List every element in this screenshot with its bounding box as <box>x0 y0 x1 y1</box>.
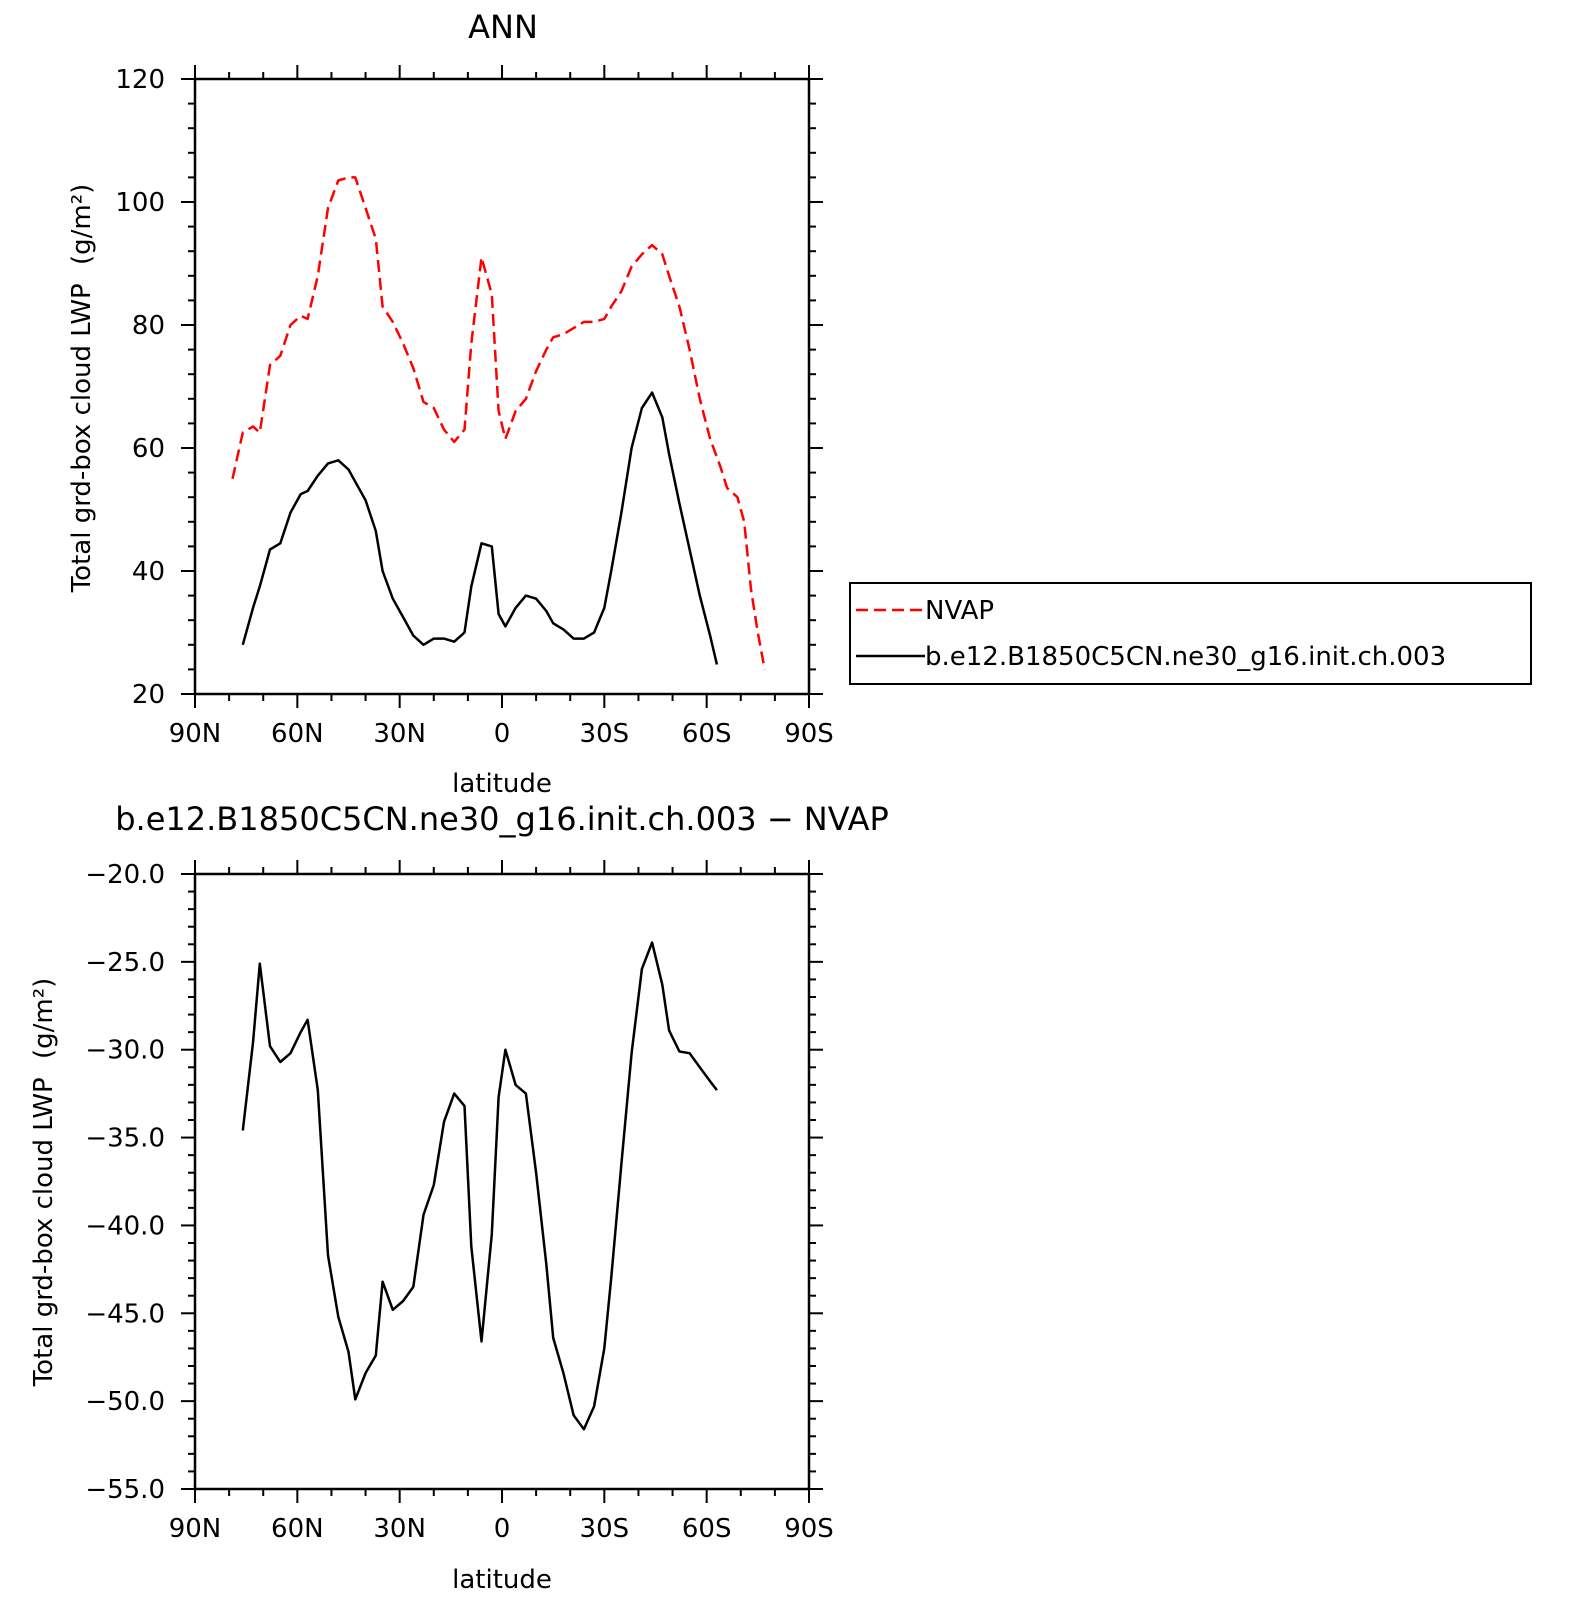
top-x-tick-label: 90S <box>784 719 834 749</box>
top-y-axis-label: Total grd-box cloud LWP (g/m²) <box>67 184 97 594</box>
top-series-lines <box>231 176 766 670</box>
legend: NVAP b.e12.B1850C5CN.ne30_g16.init.ch.00… <box>849 582 1532 685</box>
bottom-y-tick-label: −55.0 <box>85 1475 165 1505</box>
top-y-tick-label: 60 <box>132 434 165 464</box>
bottom-y-axis-label: Total grd-box cloud LWP (g/m²) <box>29 978 59 1388</box>
bottom-y-tick-label: −35.0 <box>85 1124 165 1154</box>
legend-box <box>849 582 1532 685</box>
top-panel: ANN 90N 60N 30N 0 30S 60S 90S 20 40 60 80 100 120 la… <box>67 8 1532 799</box>
top-x-tick-label: 30N <box>373 719 426 749</box>
top-x-tick-label: 30S <box>580 719 630 749</box>
top-y-tick-label: 20 <box>132 680 165 710</box>
top-y-tick-label: 80 <box>132 311 165 341</box>
top-plot-frame <box>193 77 811 696</box>
bottom-chart-title: b.e12.B1850C5CN.ne30_g16.init.ch.003 − N… <box>115 800 889 838</box>
bottom-x-tick-label: 90S <box>784 1514 834 1544</box>
top-y-tick-label: 120 <box>115 65 165 95</box>
top-x-tick-label: 0 <box>494 719 511 749</box>
top-axis-ticks: 90N 60N 30N 0 30S 60S 90S 20 40 60 80 100 120 <box>115 65 834 749</box>
bottom-x-tick-label: 60N <box>271 1514 324 1544</box>
bottom-y-tick-label: −45.0 <box>85 1299 165 1329</box>
bottom-series-line-0 <box>241 941 718 1431</box>
bottom-y-tick-label: −30.0 <box>85 1036 165 1066</box>
bottom-panel: b.e12.B1850C5CN.ne30_g16.init.ch.003 − N… <box>29 800 889 1595</box>
top-x-tick-label: 60S <box>682 719 732 749</box>
top-y-axis-label-name: Total grd-box cloud LWP <box>67 283 97 593</box>
legend-entry-nvap: NVAP <box>925 596 994 626</box>
top-y-tick-label: 100 <box>115 188 165 218</box>
bottom-x-tick-label: 30N <box>373 1514 426 1544</box>
bottom-x-tick-label: 60S <box>682 1514 732 1544</box>
bottom-x-tick-label: 90N <box>169 1514 222 1544</box>
top-y-tick-label: 40 <box>132 557 165 587</box>
top-series-line-0 <box>231 176 766 670</box>
bottom-x-axis-label: latitude <box>452 1565 552 1595</box>
legend-entry-model: b.e12.B1850C5CN.ne30_g16.init.ch.003 <box>925 642 1446 672</box>
bottom-y-axis-label-name: Total grd-box cloud LWP <box>29 1077 59 1387</box>
bottom-plot-frame <box>193 872 811 1491</box>
bottom-y-tick-label: −50.0 <box>85 1387 165 1417</box>
bottom-x-tick-label: 0 <box>494 1514 511 1544</box>
bottom-x-tick-label: 30S <box>580 1514 630 1544</box>
top-x-tick-label: 60N <box>271 719 324 749</box>
top-x-axis-label: latitude <box>452 769 552 799</box>
bottom-y-axis-label-units: (g/m²) <box>29 978 59 1059</box>
bottom-axis-ticks: 90N 60N 30N 0 30S 60S 90S −55.0 −50.0 −45.0 −40.0 −… <box>85 860 834 1544</box>
bottom-series-lines <box>241 941 718 1431</box>
top-x-tick-label: 90N <box>169 719 222 749</box>
bottom-y-tick-label: −25.0 <box>85 948 165 978</box>
bottom-y-tick-label: −40.0 <box>85 1211 165 1241</box>
top-y-axis-label-units: (g/m²) <box>67 184 97 265</box>
bottom-y-tick-label: −20.0 <box>85 860 165 890</box>
top-chart-title: ANN <box>468 8 538 46</box>
top-series-line-1 <box>241 391 719 665</box>
